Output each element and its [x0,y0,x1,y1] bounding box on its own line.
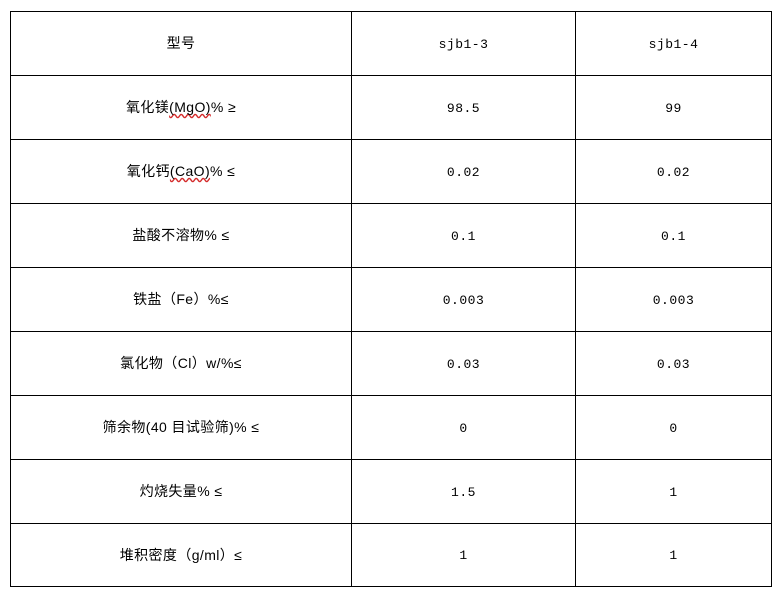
value-model-2: 0.02 [656,164,691,180]
table-row: 氯化物（Cl）w/%≤ 0.03 0.03 [10,331,772,396]
value-cell-model-1: 1 [351,523,576,587]
value-cell-model-2: 0.03 [575,331,772,396]
product-specification-table: 型号 sjb1-3 sjb1-4 氧化镁(MgO)% ≥ 98.5 99 [10,11,772,587]
value-model-2: 0.1 [661,228,686,244]
column-header-parameter: 型号 [10,11,352,76]
value-cell-model-1: 0 [351,395,576,460]
parameter-name-cell: 铁盐（Fe）%≤ [10,267,352,332]
parameter-suffix: ≤ [234,546,243,563]
parameter-prefix: 氧化镁 [125,99,170,116]
parameter-name-label: 氧化镁(MgO)% ≥ [126,99,236,116]
value-model-1: 0 [459,420,468,436]
parameter-name-cell: 氯化物（Cl）w/%≤ [10,331,352,396]
value-model-2: 1 [669,548,678,564]
parameter-prefix: 铁盐（Fe） [133,291,208,308]
parameter-name-label: 灼烧失量% ≤ [140,483,223,500]
value-model-1: 98.5 [446,100,481,116]
table-row: 堆积密度（g/ml）≤ 1 1 [10,523,772,587]
value-cell-model-2: 0.02 [575,139,772,204]
table-body: 型号 sjb1-3 sjb1-4 氧化镁(MgO)% ≥ 98.5 99 [10,11,772,587]
parameter-prefix: 筛余物(40 目试验筛) [102,419,235,436]
value-model-2: 0 [669,420,678,436]
parameter-name-label: 氧化钙(CaO)% ≤ [127,163,236,180]
value-model-1: 1.5 [451,484,476,500]
parameter-suffix: % ≤ [204,227,230,244]
table-row: 氧化钙(CaO)% ≤ 0.02 0.02 [10,139,772,204]
parameter-name-cell: 筛余物(40 目试验筛)% ≤ [10,395,352,460]
value-model-2: 0.03 [656,356,691,372]
value-cell-model-1: 0.03 [351,331,576,396]
chemical-formula: (CaO) [169,163,211,180]
parameter-prefix: 氧化钙 [126,163,170,180]
table-row: 筛余物(40 目试验筛)% ≤ 0 0 [10,395,772,460]
value-model-1: 0.003 [442,292,485,308]
value-model-1: 0.02 [446,164,481,180]
parameter-prefix: 灼烧失量 [139,483,198,500]
column-header-model-2-label: sjb1-4 [648,36,699,52]
chemical-formula: (MgO) [169,99,211,116]
column-header-model-1-label: sjb1-3 [438,36,489,52]
parameter-suffix: % ≤ [197,483,223,500]
parameter-name-cell: 盐酸不溶物% ≤ [10,203,352,268]
value-model-2: 0.003 [652,292,695,308]
value-cell-model-1: 1.5 [351,459,576,524]
value-model-1: 1 [459,548,468,564]
parameter-prefix: 氯化物（Cl） [120,355,207,372]
parameter-name-label: 氯化物（Cl）w/%≤ [120,355,242,372]
parameter-prefix: 堆积密度（g/ml） [119,546,235,563]
parameter-suffix: % ≤ [210,163,236,180]
value-model-1: 0.1 [451,228,476,244]
table-row: 灼烧失量% ≤ 1.5 1 [10,459,772,524]
table-row: 氧化镁(MgO)% ≥ 98.5 99 [10,75,772,140]
parameter-suffix: w/%≤ [206,355,242,372]
parameter-suffix: % ≥ [210,99,237,116]
parameter-name-label: 盐酸不溶物% ≤ [132,227,229,244]
parameter-suffix: %≤ [207,291,229,308]
parameter-name-label: 铁盐（Fe）%≤ [133,291,229,308]
value-cell-model-2: 1 [575,459,772,524]
value-cell-model-1: 0.1 [351,203,576,268]
value-model-2: 99 [665,100,682,116]
parameter-name-label: 堆积密度（g/ml）≤ [120,547,243,564]
parameter-prefix: 盐酸不溶物 [132,227,205,244]
value-cell-model-1: 0.003 [351,267,576,332]
parameter-name-cell: 氧化镁(MgO)% ≥ [10,75,352,140]
parameter-name-cell: 堆积密度（g/ml）≤ [10,523,352,587]
value-cell-model-1: 98.5 [351,75,576,140]
value-cell-model-2: 0 [575,395,772,460]
column-header-parameter-label: 型号 [166,35,196,52]
value-cell-model-2: 99 [575,75,772,140]
table-row: 盐酸不溶物% ≤ 0.1 0.1 [10,203,772,268]
table-row: 铁盐（Fe）%≤ 0.003 0.003 [10,267,772,332]
value-cell-model-2: 0.1 [575,203,772,268]
parameter-name-cell: 氧化钙(CaO)% ≤ [10,139,352,204]
parameter-name-cell: 灼烧失量% ≤ [10,459,352,524]
column-header-model-2: sjb1-4 [575,11,772,76]
value-cell-model-2: 0.003 [575,267,772,332]
value-model-2: 1 [669,484,678,500]
table-header-row: 型号 sjb1-3 sjb1-4 [10,11,772,76]
value-cell-model-1: 0.02 [351,139,576,204]
parameter-suffix: % ≤ [234,419,260,436]
value-cell-model-2: 1 [575,523,772,587]
column-header-model-1: sjb1-3 [351,11,576,76]
parameter-name-label: 筛余物(40 目试验筛)% ≤ [103,419,260,436]
value-model-1: 0.03 [446,356,481,372]
